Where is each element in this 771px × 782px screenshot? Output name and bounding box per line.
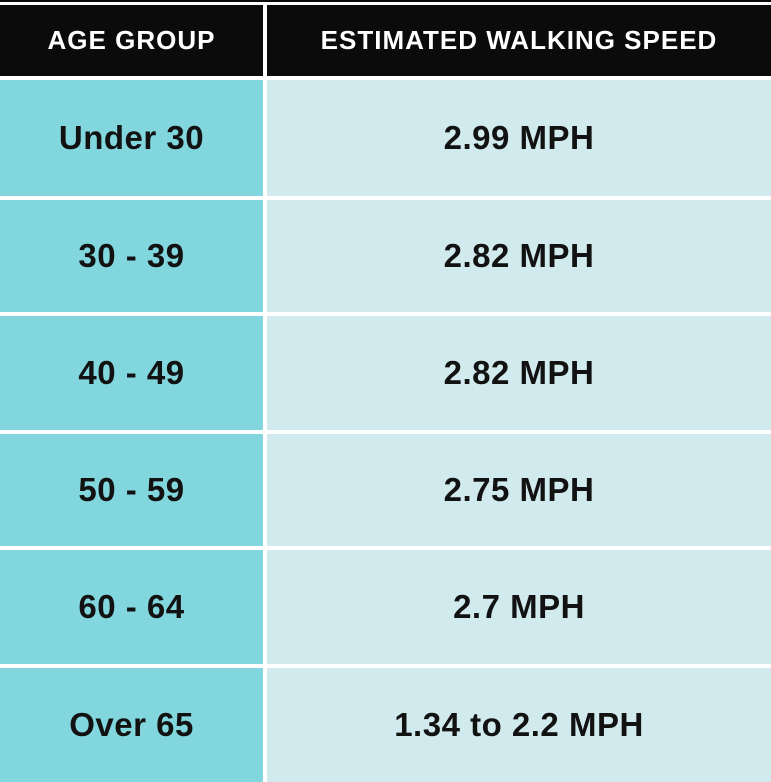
speed-cell: 2.7 MPH	[267, 550, 771, 664]
speed-cell: 1.34 to 2.2 MPH	[267, 668, 771, 782]
table-header-row: AGE GROUP ESTIMATED WALKING SPEED	[0, 5, 771, 76]
header-estimated-walking-speed: ESTIMATED WALKING SPEED	[267, 5, 771, 76]
age-group-cell: 60 - 64	[0, 550, 263, 664]
age-group-cell: Over 65	[0, 668, 263, 782]
speed-cell: 2.82 MPH	[267, 316, 771, 430]
table-row: 50 - 59 2.75 MPH	[0, 434, 771, 546]
table-row: 40 - 49 2.82 MPH	[0, 316, 771, 430]
header-age-group: AGE GROUP	[0, 5, 263, 76]
top-edge-line	[0, 0, 771, 2]
age-group-cell: Under 30	[0, 80, 263, 196]
table-row: 30 - 39 2.82 MPH	[0, 200, 771, 312]
speed-cell: 2.75 MPH	[267, 434, 771, 546]
table-row: 60 - 64 2.7 MPH	[0, 550, 771, 664]
speed-cell: 2.99 MPH	[267, 80, 771, 196]
speed-cell: 2.82 MPH	[267, 200, 771, 312]
age-group-cell: 50 - 59	[0, 434, 263, 546]
table-row: Over 65 1.34 to 2.2 MPH	[0, 668, 771, 782]
age-group-cell: 30 - 39	[0, 200, 263, 312]
table-row: Under 30 2.99 MPH	[0, 80, 771, 196]
walking-speed-table: AGE GROUP ESTIMATED WALKING SPEED Under …	[0, 5, 771, 782]
age-group-cell: 40 - 49	[0, 316, 263, 430]
